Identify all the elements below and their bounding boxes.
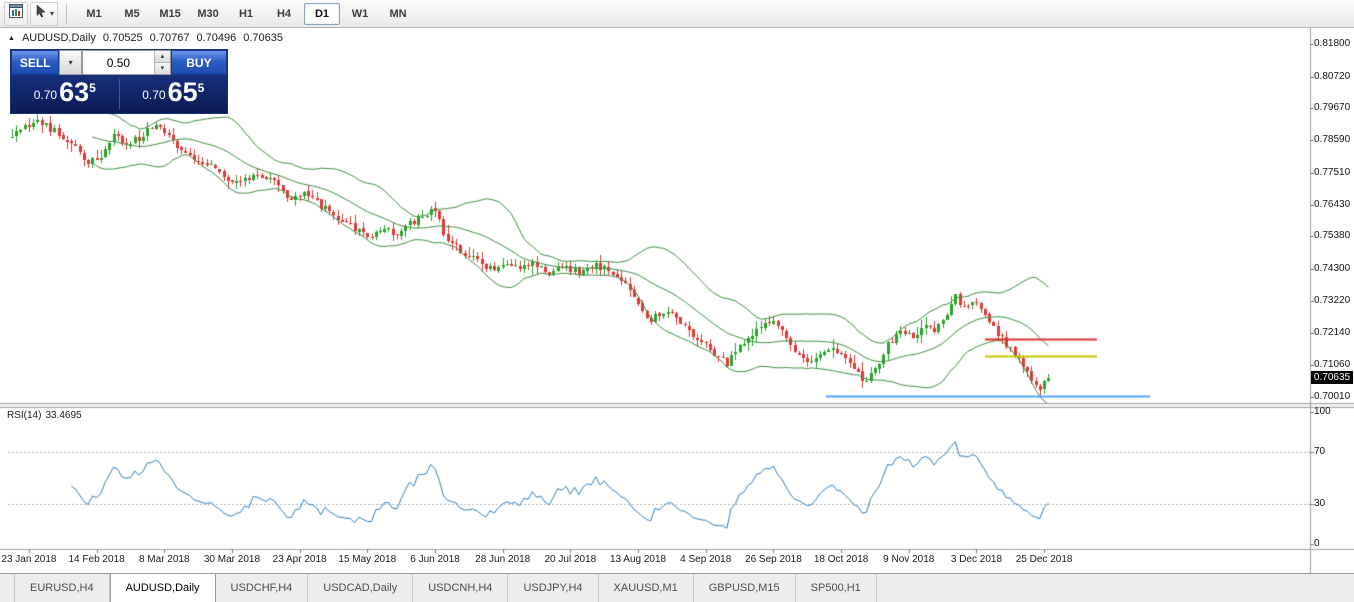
- chart-tab-usdjpy-h4[interactable]: USDJPY,H4: [508, 574, 599, 602]
- chart-tab-xauusd-m1[interactable]: XAUUSD,M1: [599, 574, 694, 602]
- volume-decrease-button[interactable]: ▾: [154, 63, 170, 74]
- one-click-trading-panel: SELL ▾ ▴ ▾ BUY 0.70 63 5: [10, 49, 228, 114]
- chart-symbol-period: AUDUSD,Daily: [21, 32, 96, 44]
- current-price-tag: 0.70635: [1311, 371, 1353, 385]
- toolbar: ▾ M1 M5 M15 M30 H1 H4 D1 W1 MN: [0, 0, 1354, 28]
- rsi-axis-label: 100: [1314, 406, 1331, 417]
- date-axis-label: 26 Sep 2018: [745, 554, 802, 565]
- chart-tab-eurusd-h4[interactable]: EURUSD,H4: [15, 574, 110, 602]
- ohlc-open: 0.70525: [102, 32, 143, 44]
- timeframe-button-m5[interactable]: M5: [124, 7, 140, 20]
- sell-price-display[interactable]: 0.70 63 5: [11, 79, 119, 109]
- chevron-down-icon: ▾: [68, 58, 73, 67]
- chart-tab-audusd-daily[interactable]: AUDUSD,Daily: [109, 574, 216, 602]
- chart-tools-dropdown[interactable]: ▾: [30, 1, 59, 26]
- price-axis-label: 0.75380: [1314, 230, 1351, 242]
- buy-button[interactable]: BUY: [170, 50, 227, 75]
- buy-price-prefix: 0.70: [142, 88, 166, 102]
- chart-window-icon: [8, 3, 24, 24]
- chart-tab-usdcnh-h4[interactable]: USDCNH,H4: [413, 574, 509, 602]
- timeframe-button-h1[interactable]: H1: [238, 7, 254, 20]
- chart-tab-bar: EURUSD,H4 AUDUSD,Daily USDCHF,H4 USDCAD,Dai…: [0, 573, 1354, 602]
- ohlc-low: 0.70496: [196, 32, 237, 44]
- date-axis-label: 30 Mar 2018: [203, 554, 261, 565]
- timeframe-group: M1 M5 M15 M30 H1 H4 D1 W1 MN: [75, 2, 417, 25]
- price-axis-label: 0.71060: [1314, 359, 1351, 371]
- chart-tab-gbpusd-m15[interactable]: GBPUSD,M15: [694, 574, 796, 602]
- chart-tab-sp500-h1[interactable]: SP500,H1: [796, 574, 877, 602]
- timeframe-button-m15[interactable]: M15: [159, 7, 181, 20]
- price-axis-label: 0.77510: [1314, 166, 1351, 178]
- price-axis-label: 0.80720: [1314, 70, 1351, 82]
- date-axis-label: 3 Dec 2018: [950, 554, 1003, 565]
- one-click-controls-row: SELL ▾ ▴ ▾ BUY: [11, 50, 227, 75]
- date-axis-label: 6 Jun 2018: [410, 554, 460, 565]
- rsi-indicator-name: RSI(14): [7, 410, 42, 421]
- price-axis-label: 0.72140: [1314, 327, 1351, 339]
- volume-field: ▴ ▾: [81, 50, 171, 75]
- sell-price-big-digits: 63: [59, 77, 90, 107]
- price-divider: [118, 79, 120, 109]
- rsi-axis-label: 30: [1314, 498, 1326, 510]
- toolbar-separator: [66, 3, 68, 24]
- buy-price-display[interactable]: 0.70 65 5: [120, 79, 228, 109]
- date-axis-label: 13 Aug 2018: [609, 554, 667, 565]
- volume-input[interactable]: [82, 51, 154, 74]
- date-axis-label: 28 Jun 2018: [475, 554, 531, 565]
- chevron-down-icon: ▾: [50, 9, 55, 18]
- volume-dropdown-button[interactable]: ▾: [59, 50, 82, 75]
- cursor-tool-icon: [34, 4, 48, 23]
- one-click-price-row: 0.70 63 5 0.70 65 5: [11, 75, 227, 113]
- timeframe-button-m1[interactable]: M1: [86, 7, 102, 20]
- rsi-axis-label: 0: [1314, 538, 1320, 549]
- chart-window-icon-button[interactable]: [4, 1, 28, 26]
- date-axis-label: 15 May 2018: [338, 554, 397, 565]
- sell-price-pipette: 5: [89, 81, 96, 95]
- timeframe-button-h4[interactable]: H4: [276, 7, 292, 20]
- sell-price-prefix: 0.70: [33, 88, 58, 102]
- date-axis-label: 25 Dec 2018: [1015, 554, 1073, 565]
- price-axis-label: 0.79670: [1314, 102, 1351, 114]
- price-axis-label: 0.70010: [1314, 390, 1351, 402]
- timeframe-button-w1[interactable]: W1: [351, 7, 369, 20]
- date-axis-label: 23 Apr 2018: [272, 554, 327, 565]
- date-axis-label: 23 Jan 2018: [1, 554, 57, 565]
- rsi-axis-label: 70: [1314, 445, 1326, 457]
- tab-bar-grip: [0, 574, 15, 602]
- tick-direction-icon: ▲: [8, 34, 15, 42]
- chart-ohlc-header: ▲ AUDUSD,Daily 0.70525 0.70767 0.70496 0…: [8, 32, 283, 44]
- date-axis-label: 9 Nov 2018: [883, 554, 935, 565]
- chart-tab-usdchf-h4[interactable]: USDCHF,H4: [216, 574, 309, 602]
- date-axis-label: 4 Sep 2018: [680, 554, 732, 565]
- sell-button[interactable]: SELL: [11, 50, 60, 75]
- volume-increase-button[interactable]: ▴: [154, 51, 170, 63]
- date-axis-label: 14 Feb 2018: [68, 554, 125, 565]
- chart-tab-usdcad-daily[interactable]: USDCAD,Daily: [308, 574, 414, 602]
- date-axis-label: 8 Mar 2018: [138, 554, 190, 565]
- ohlc-close: 0.70635: [243, 32, 283, 44]
- price-axis-label: 0.76430: [1314, 198, 1351, 210]
- price-axis-label: 0.78590: [1314, 134, 1351, 146]
- ohlc-high: 0.70767: [149, 32, 190, 44]
- price-chart-canvas[interactable]: [0, 28, 1354, 573]
- buy-price-big-digits: 65: [167, 77, 198, 107]
- timeframe-button-mn[interactable]: MN: [389, 7, 407, 20]
- volume-spinner: ▴ ▾: [153, 51, 170, 74]
- rsi-indicator-header: RSI(14) 33.4695: [7, 410, 86, 421]
- date-axis-label: 20 Jul 2018: [544, 554, 597, 565]
- price-axis-label: 0.74300: [1314, 262, 1351, 274]
- timeframe-button-d1[interactable]: D1: [304, 2, 341, 25]
- timeframe-button-m30[interactable]: M30: [197, 7, 219, 20]
- rsi-indicator-value: 33.4695: [45, 410, 82, 421]
- chart-area: ▲ AUDUSD,Daily 0.70525 0.70767 0.70496 0…: [0, 28, 1354, 573]
- price-axis-label: 0.73220: [1314, 294, 1351, 306]
- buy-price-pipette: 5: [197, 81, 205, 95]
- price-axis-label: 0.81800: [1314, 38, 1351, 50]
- date-axis-label: 18 Oct 2018: [813, 554, 869, 565]
